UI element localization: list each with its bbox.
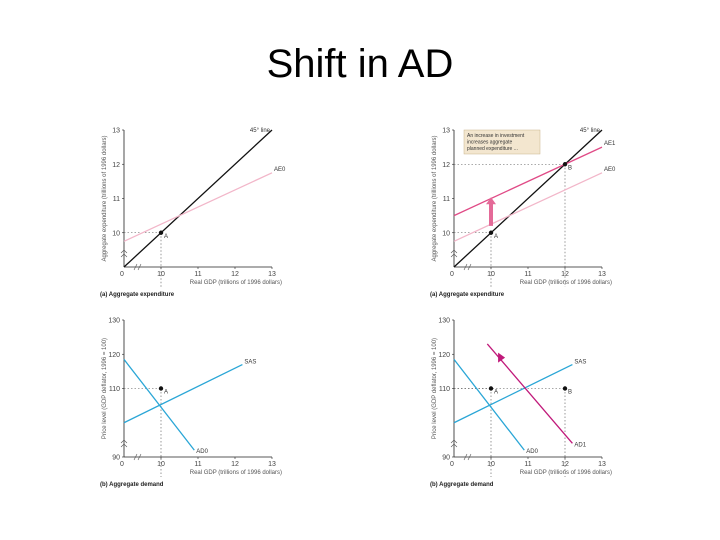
y-axis-break [450,249,458,258]
series-label-sas: SAS [574,360,586,366]
annotation-line: An increase in investment [467,133,525,139]
y-tick-label: 120 [438,352,450,359]
point-a [158,386,164,391]
point-label-a: A [164,390,168,396]
x-tick-label: 10 [157,461,165,468]
y-tick-label: 90 [442,455,450,462]
x-tick-label: 11 [194,271,201,278]
y-tick-label: 12 [112,162,120,169]
chart-panel-top-right: 0 10 11 12 13 10 11 12 13 Real GDP (trillions of … [430,128,616,299]
series-line-ae0 [453,172,603,242]
y-tick-label: 13 [442,128,450,135]
series-label-sas: SAS [244,360,256,366]
point-a [488,230,494,235]
chart-panel-bottom-left: 0 10 11 12 13 90 110 120 130 Real GDP (trillions … [100,318,282,489]
series-label-ad0: AD0 [196,449,208,455]
y-tick-label: 10 [442,230,450,237]
x-tick-label: 13 [598,271,606,278]
x-tick-label: 13 [268,271,276,278]
x-tick-label: 11 [524,461,531,468]
point-label-a: A [494,234,498,240]
y-tick-label: 110 [109,386,120,393]
series-label-ae1: AE1 [604,141,616,147]
y-tick-label: 11 [113,196,120,203]
y-tick-label: 120 [108,352,120,359]
x-axis-title: Real GDP (trillions of 1996 dollars) [520,470,612,476]
chart-panel-top-left: 0 10 11 12 13 10 11 12 13 Real GDP (trillions of … [100,128,286,299]
series-line-ae1 [453,146,603,217]
x-tick-label: 12 [561,461,569,468]
point-b [562,162,568,167]
x-tick-label: 0 [120,461,124,468]
panel-caption: (b) Aggregate demand [430,482,494,488]
x-tick-label: 13 [268,461,276,468]
x-axis-break [463,453,472,461]
y-axis-break [120,249,128,258]
x-axis-title: Real GDP (trillions of 1996 dollars) [520,280,612,286]
x-axis-title: Real GDP (trillions of 1996 dollars) [190,470,282,476]
y-tick-label: 12 [442,162,450,169]
panel-caption: (a) Aggregate expenditure [430,292,505,298]
panel-caption: (b) Aggregate demand [100,482,164,488]
y-tick-label: 10 [112,230,120,237]
y-axis-break [450,439,458,448]
x-tick-label: 10 [157,271,165,278]
series-label-ad0: AD0 [526,449,538,455]
slide-title: Shift in AD [266,42,454,86]
y-tick-label: 130 [438,318,450,325]
series-label-ad1: AD1 [574,442,586,448]
series-label-45deg-line: 45° line [250,128,271,134]
x-axis-break [463,263,472,271]
x-axis-title: Real GDP (trillions of 1996 dollars) [190,280,282,286]
y-tick-label: 110 [439,386,450,393]
point-label-a: A [164,234,168,240]
x-tick-label: 11 [194,461,201,468]
x-tick-label: 0 [450,271,454,278]
annotation-line: increases aggregate [467,140,513,146]
y-tick-label: 13 [112,128,120,135]
y-axis-break [120,439,128,448]
x-tick-label: 0 [450,461,454,468]
y-tick-label: 90 [112,455,120,462]
series-label-ae0: AE0 [274,167,286,173]
shift-arrow-up-head [486,197,496,205]
point-label-b: B [568,390,572,396]
series-label-45deg-line: 45° line [580,128,601,134]
annotation-box [463,129,541,155]
shift-arrow-right-head [498,352,506,363]
point-a [158,230,164,235]
point-a [488,386,494,391]
y-axis-title: Price level (GDP deflator, 1996 = 100) [432,338,438,439]
y-tick-label: 130 [108,318,120,325]
panel-caption: (a) Aggregate expenditure [100,292,175,298]
y-tick-label: 11 [443,196,450,203]
series-line-ad1 [486,343,573,444]
x-axis-break [133,263,142,271]
x-tick-label: 12 [231,271,239,278]
x-tick-label: 12 [231,461,239,468]
point-label-b: B [568,165,572,171]
series-line-ae0 [123,172,273,242]
series-line-ad0 [453,358,525,451]
chart-panel-bottom-right: 0 10 11 12 13 90 110 120 130 Real GDP (trillions … [430,318,612,489]
series-line-ad0 [123,358,195,451]
series-line-45deg-line [123,129,273,268]
series-line-sas [123,363,243,424]
series-line-sas [453,363,573,424]
point-b [562,386,568,391]
y-axis-title: Aggregate expenditure (trillions of 1996… [102,135,108,261]
series-line-45deg-line [453,129,603,268]
x-tick-label: 10 [487,461,495,468]
x-tick-label: 0 [120,271,124,278]
y-axis-title: Price level (GDP deflator, 1996 = 100) [102,338,108,439]
x-tick-label: 12 [561,271,569,278]
x-tick-label: 10 [487,271,495,278]
annotation-line: planned expenditure ... [467,146,518,152]
x-tick-label: 11 [524,271,531,278]
series-label-ae0: AE0 [604,167,616,173]
x-tick-label: 13 [598,461,606,468]
y-axis-title: Aggregate expenditure (trillions of 1996… [432,135,438,261]
x-axis-break [133,453,142,461]
point-label-a: A [494,390,498,396]
